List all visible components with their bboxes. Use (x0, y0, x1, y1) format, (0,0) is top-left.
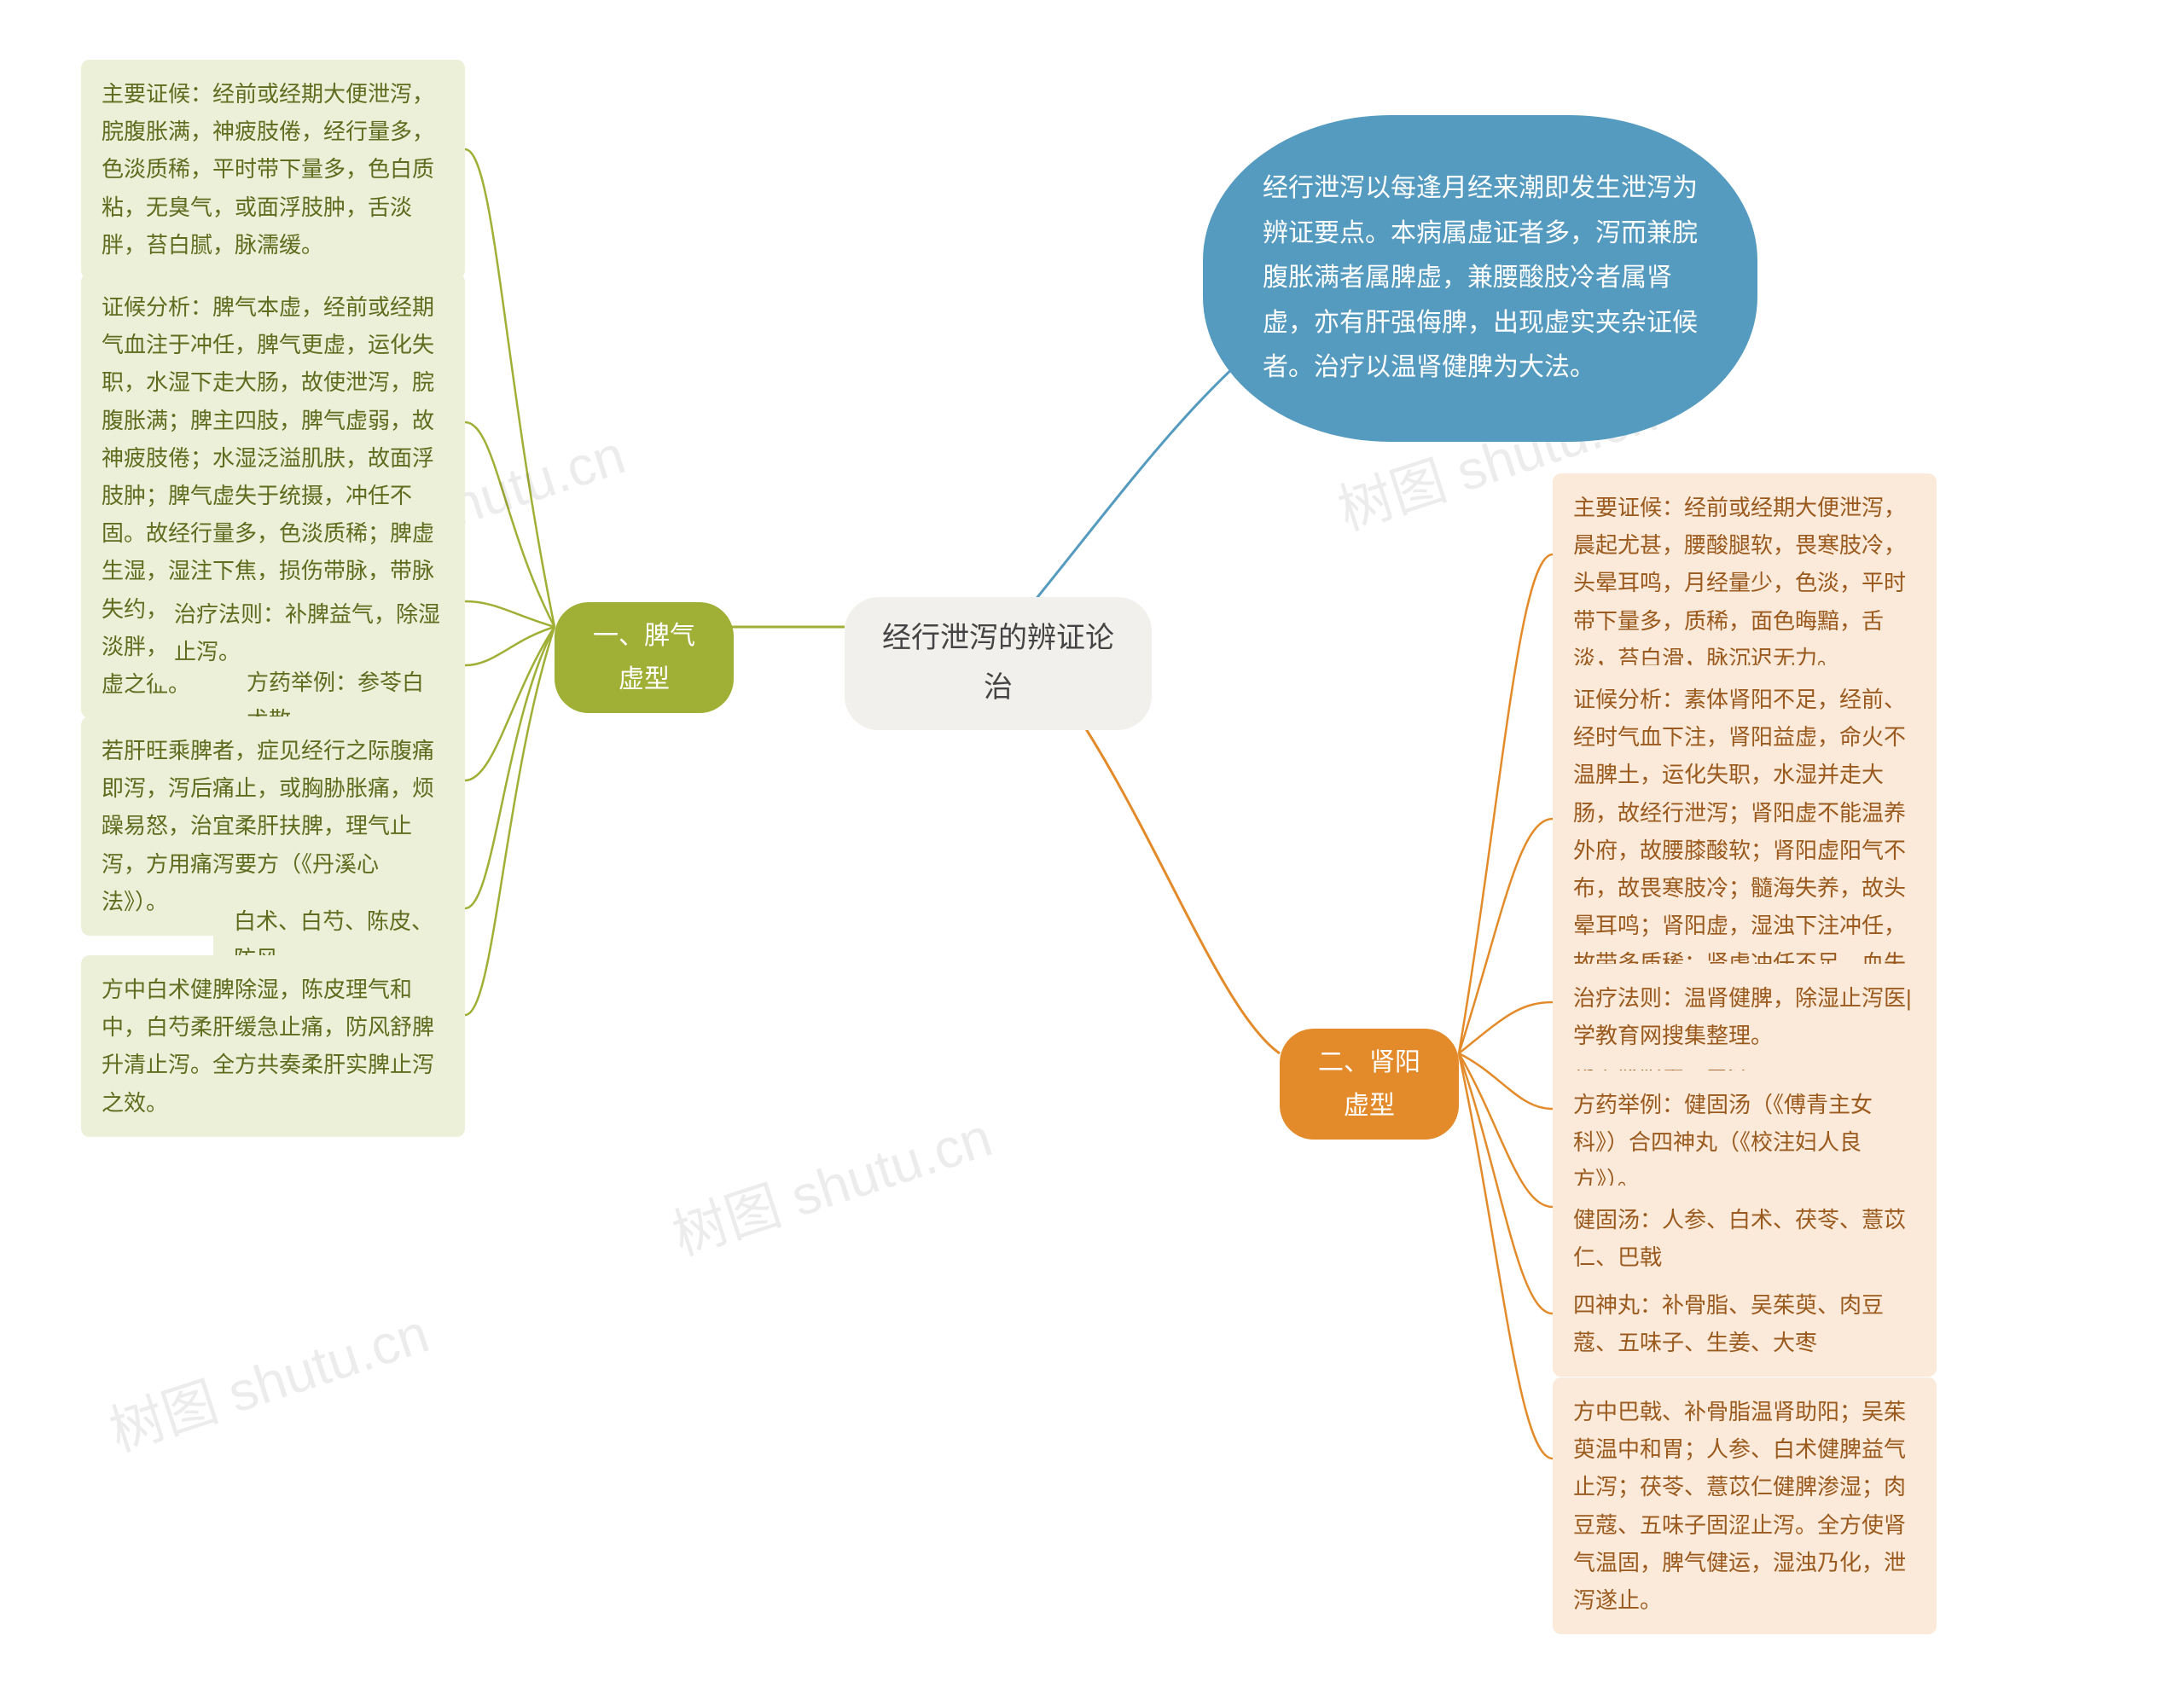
root-label: 经行泄泻的辨证论治 (882, 622, 1114, 704)
branch-kidney-label: 二、肾阳虚型 (1318, 1048, 1420, 1120)
leaf-spleen-7[interactable]: 方中白术健脾除湿，陈皮理气和中，白芍柔肝缓急止痛，防风舒脾升清止泻。全方共奏柔肝… (81, 955, 465, 1137)
leaf-spleen-1[interactable]: 主要证候：经前或经期大便泄泻，脘腹胀满，神疲肢倦，经行量多，色淡质稀，平时带下量… (81, 60, 465, 279)
intro-text: 经行泄泻以每逢月经来潮即发生泄泻为辨证要点。本病属虚证者多，泻而兼脘腹胀满者属脾… (1263, 174, 1698, 381)
branch-spleen-label: 一、脾气虚型 (593, 622, 695, 693)
branch-spleen[interactable]: 一、脾气虚型 (555, 602, 734, 713)
leaf-text: 主要证候：经前或经期大便泄泻，晨起尤甚，腰酸腿软，畏寒肢冷，头晕耳鸣，月经量少，… (1573, 495, 1906, 671)
root-node[interactable]: 经行泄泻的辨证论治 (845, 597, 1152, 730)
leaf-kidney-6[interactable]: 四神丸：补骨脂、吴茱萸、肉豆蔻、五味子、生姜、大枣 (1553, 1271, 1937, 1377)
watermark: 树图 shutu.cn (661, 1093, 1000, 1270)
leaf-text: 四神丸：补骨脂、吴茱萸、肉豆蔻、五味子、生姜、大枣 (1573, 1292, 1884, 1355)
watermark: 树图 shutu.cn (98, 1290, 437, 1466)
leaf-text: 主要证候：经前或经期大便泄泻，脘腹胀满，神疲肢倦，经行量多，色淡质稀，平时带下量… (102, 81, 434, 258)
leaf-text: 健固汤：人参、白术、茯苓、薏苡仁、巴戟 (1573, 1207, 1906, 1270)
leaf-text: 方药举例：健固汤（《傅青主女科》）合四神丸（《校注妇人良方》）。 (1573, 1092, 1873, 1192)
leaf-kidney-1[interactable]: 主要证候：经前或经期大便泄泻，晨起尤甚，腰酸腿软，畏寒肢冷，头晕耳鸣，月经量少，… (1553, 473, 1937, 693)
leaf-text: 方中白术健脾除湿，陈皮理气和中，白芍柔肝缓急止痛，防风舒脾升清止泻。全方共奏柔肝… (102, 977, 434, 1116)
intro-node[interactable]: 经行泄泻以每逢月经来潮即发生泄泻为辨证要点。本病属虚证者多，泻而兼脘腹胀满者属脾… (1203, 115, 1757, 442)
leaf-kidney-3[interactable]: 治疗法则：温肾健脾，除湿止泻医|学教育网搜集整理。 (1553, 964, 1937, 1070)
leaf-kidney-7[interactable]: 方中巴戟、补骨脂温肾助阳；吴茱萸温中和胃；人参、白术健脾益气止泻；茯苓、薏苡仁健… (1553, 1378, 1937, 1634)
branch-kidney[interactable]: 二、肾阳虚型 (1280, 1029, 1459, 1140)
leaf-text: 方中巴戟、补骨脂温肾助阳；吴茱萸温中和胃；人参、白术健脾益气止泻；茯苓、薏苡仁健… (1573, 1399, 1906, 1613)
leaf-text: 治疗法则：温肾健脾，除湿止泻医|学教育网搜集整理。 (1573, 985, 1912, 1048)
